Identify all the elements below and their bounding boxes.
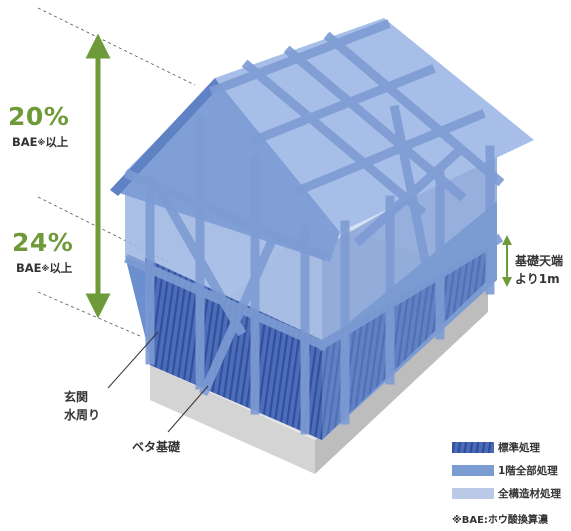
- foundation-height-line1: 基礎天端: [515, 254, 564, 268]
- upper-bae-suffix: 以上: [45, 135, 69, 149]
- callout-lines: [107, 331, 209, 433]
- legend-label-standard: 標準処理: [498, 441, 540, 454]
- legend-item-standard: 標準処理: [452, 440, 540, 454]
- legend-swatch-first-floor: [452, 465, 494, 476]
- lower-bae-prefix: BAE: [16, 261, 42, 275]
- entrance-line2: 水周り: [64, 408, 101, 422]
- foundation-height-line2: より1m: [515, 272, 560, 286]
- lower-zone-percent: 24%: [12, 228, 74, 257]
- legend-item-first-floor: 1階全部処理: [452, 463, 558, 477]
- legend-label-all-structure: 全構造材処理: [498, 487, 561, 500]
- upper-zone-bae-label: BAE※以上: [12, 134, 68, 150]
- legend-item-all-structure: 全構造材処理: [452, 486, 561, 500]
- upper-bae-prefix: BAE: [12, 135, 38, 149]
- footnote: ※BAE:ホウ酸換算濃: [452, 515, 548, 526]
- slab-foundation-callout: ベタ基礎: [132, 440, 181, 454]
- standard-treatment-zone: [145, 246, 488, 440]
- foundation-height-callout: 基礎天端 より1m: [515, 252, 563, 288]
- lower-zone-bae-label: BAE※以上: [16, 260, 72, 276]
- legend-label-first-floor: 1階全部処理: [498, 464, 558, 477]
- legend-swatch-standard: [452, 442, 494, 453]
- upper-zone-percent: 20%: [8, 102, 70, 131]
- legend-swatch-all-structure: [452, 488, 494, 499]
- lower-bae-suffix: 以上: [49, 261, 73, 275]
- entrance-line1: 玄関: [64, 390, 89, 404]
- entrance-water-callout: 玄関 水周り: [64, 388, 100, 424]
- upper-bae-mark: ※: [37, 138, 46, 147]
- lower-bae-mark: ※: [41, 264, 50, 273]
- timber-frame: [124, 19, 505, 435]
